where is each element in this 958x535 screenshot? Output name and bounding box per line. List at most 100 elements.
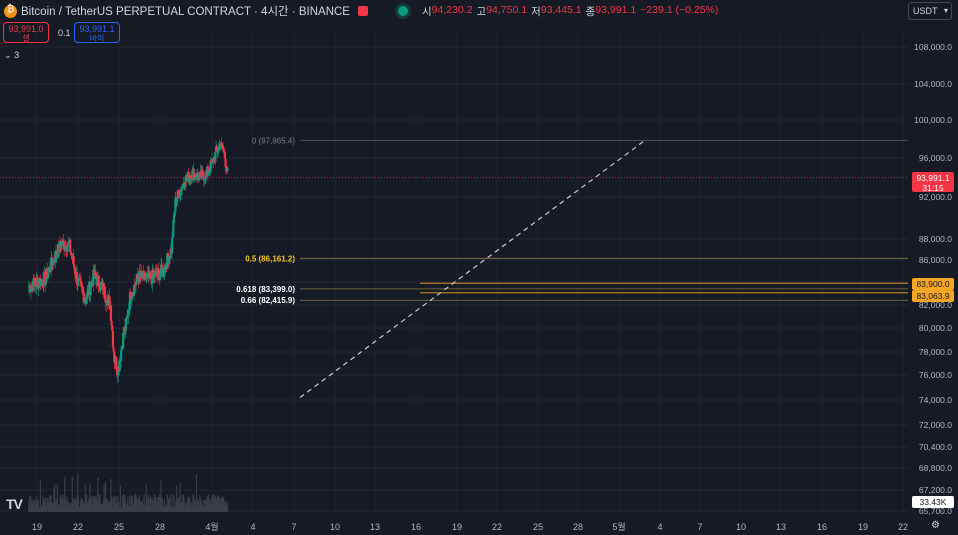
candle-body [141, 271, 144, 276]
candle-body [158, 274, 161, 281]
time-tick-label: 4 [657, 522, 662, 532]
candle-body [29, 285, 32, 293]
candle-body [168, 256, 171, 264]
candle-body [187, 177, 191, 183]
candle-body [89, 287, 92, 296]
candle-body [80, 283, 83, 287]
candle-body [118, 361, 121, 372]
candle-body [162, 268, 165, 275]
candle-body [151, 269, 154, 284]
indicators-toggle[interactable]: ⌄ 3 [4, 50, 19, 61]
indicators-count: 3 [14, 50, 20, 60]
candle-body [83, 299, 86, 303]
price-tick-label: 96,000.0 [919, 153, 952, 163]
candle-body [171, 236, 174, 239]
symbol-title[interactable]: Bitcoin / TetherUS PERPETUAL CONTRACT · … [21, 6, 350, 18]
candle-body [82, 292, 85, 303]
candle-body [33, 282, 37, 285]
candle-body [221, 145, 224, 150]
candle-body [198, 172, 201, 176]
candle-body [127, 310, 130, 317]
candle-body [176, 189, 180, 199]
price-tick-label: 65,700.0 [919, 506, 952, 516]
price-tick-label: 74,000.0 [919, 395, 952, 405]
price-tick-label: 76,000.0 [919, 370, 952, 380]
candle-body [49, 271, 52, 272]
candle-body [130, 299, 133, 301]
candle-body [149, 272, 153, 279]
candle-body [48, 266, 51, 272]
fib-level-label: 0.66 (82,415.9) [241, 296, 296, 305]
candle-body [175, 201, 178, 206]
candle-body [181, 186, 184, 191]
candle-body [196, 172, 199, 177]
buy-label: 바이 [89, 34, 105, 43]
candle-body [33, 277, 36, 283]
time-tick-label: 10 [330, 522, 340, 532]
price-tick-label: 92,000.0 [919, 192, 952, 202]
candle-body [54, 251, 58, 257]
candle-body [94, 276, 98, 279]
candle-body [173, 211, 176, 217]
candle-body [163, 271, 166, 275]
low-label: 저 [531, 5, 541, 18]
candle-body [92, 269, 95, 286]
candle-body [209, 160, 212, 173]
candle-body [177, 189, 180, 193]
time-tick-label: 19 [452, 522, 462, 532]
candle-body [164, 265, 167, 267]
candle-body [191, 169, 194, 178]
price-tick-label: 72,000.0 [919, 420, 952, 430]
volume-tag: 33.43K [912, 496, 954, 508]
candle-body [129, 292, 132, 301]
candle-body [221, 142, 224, 146]
candle-body [52, 259, 55, 266]
candle-body [63, 248, 66, 250]
candle-body [46, 268, 49, 279]
candle-body [185, 177, 189, 180]
sell-button[interactable]: 93,991.0 셀 [3, 22, 49, 43]
candle-body [50, 257, 54, 264]
fib-level-label: 0 (97,865.4) [252, 136, 295, 145]
gear-icon[interactable]: ⚙ [931, 520, 940, 531]
candle-body [210, 158, 214, 163]
ohlc-values: 시 94,230.2 고 94,750.1 저 93,445.1 종 93,991.1 … [418, 4, 718, 19]
close-label: 종 [585, 5, 596, 18]
buy-button[interactable]: 93,991.1 바이 [74, 22, 120, 43]
tradingview-logo[interactable]: TV [6, 496, 23, 512]
candle-body [81, 286, 84, 290]
candle-body [160, 264, 163, 270]
candle-body [142, 271, 145, 279]
currency-select[interactable]: USDT [908, 2, 952, 20]
candle-body [115, 356, 118, 370]
time-tick-label: 7 [291, 522, 296, 532]
candle-body [44, 278, 47, 285]
candle-body [217, 146, 220, 151]
price-tick-label: 68,800.0 [919, 463, 952, 473]
candle-body [94, 270, 97, 277]
candle-body [52, 259, 56, 262]
time-tick-label: 19 [858, 522, 868, 532]
candle-body [98, 290, 102, 292]
time-tick-label: 16 [411, 522, 421, 532]
candle-body [170, 238, 174, 254]
candle-body [46, 273, 49, 279]
time-tick-label: 22 [492, 522, 502, 532]
candle-body [105, 302, 108, 304]
candle-body [166, 253, 170, 259]
candle-body [32, 277, 35, 292]
candle-body [103, 286, 106, 299]
candle-body [134, 281, 138, 286]
candle-body [27, 286, 30, 288]
bitcoin-icon [4, 4, 17, 18]
candle-body [138, 270, 141, 283]
candle-body [100, 282, 103, 284]
candle-body [219, 144, 222, 149]
flag-icon[interactable] [357, 6, 368, 16]
candle-body [183, 184, 186, 189]
candle-body [99, 282, 102, 291]
open-label: 시 [421, 5, 432, 18]
price-tick-label: 100,000.0 [914, 115, 952, 125]
candle-body [202, 171, 205, 177]
